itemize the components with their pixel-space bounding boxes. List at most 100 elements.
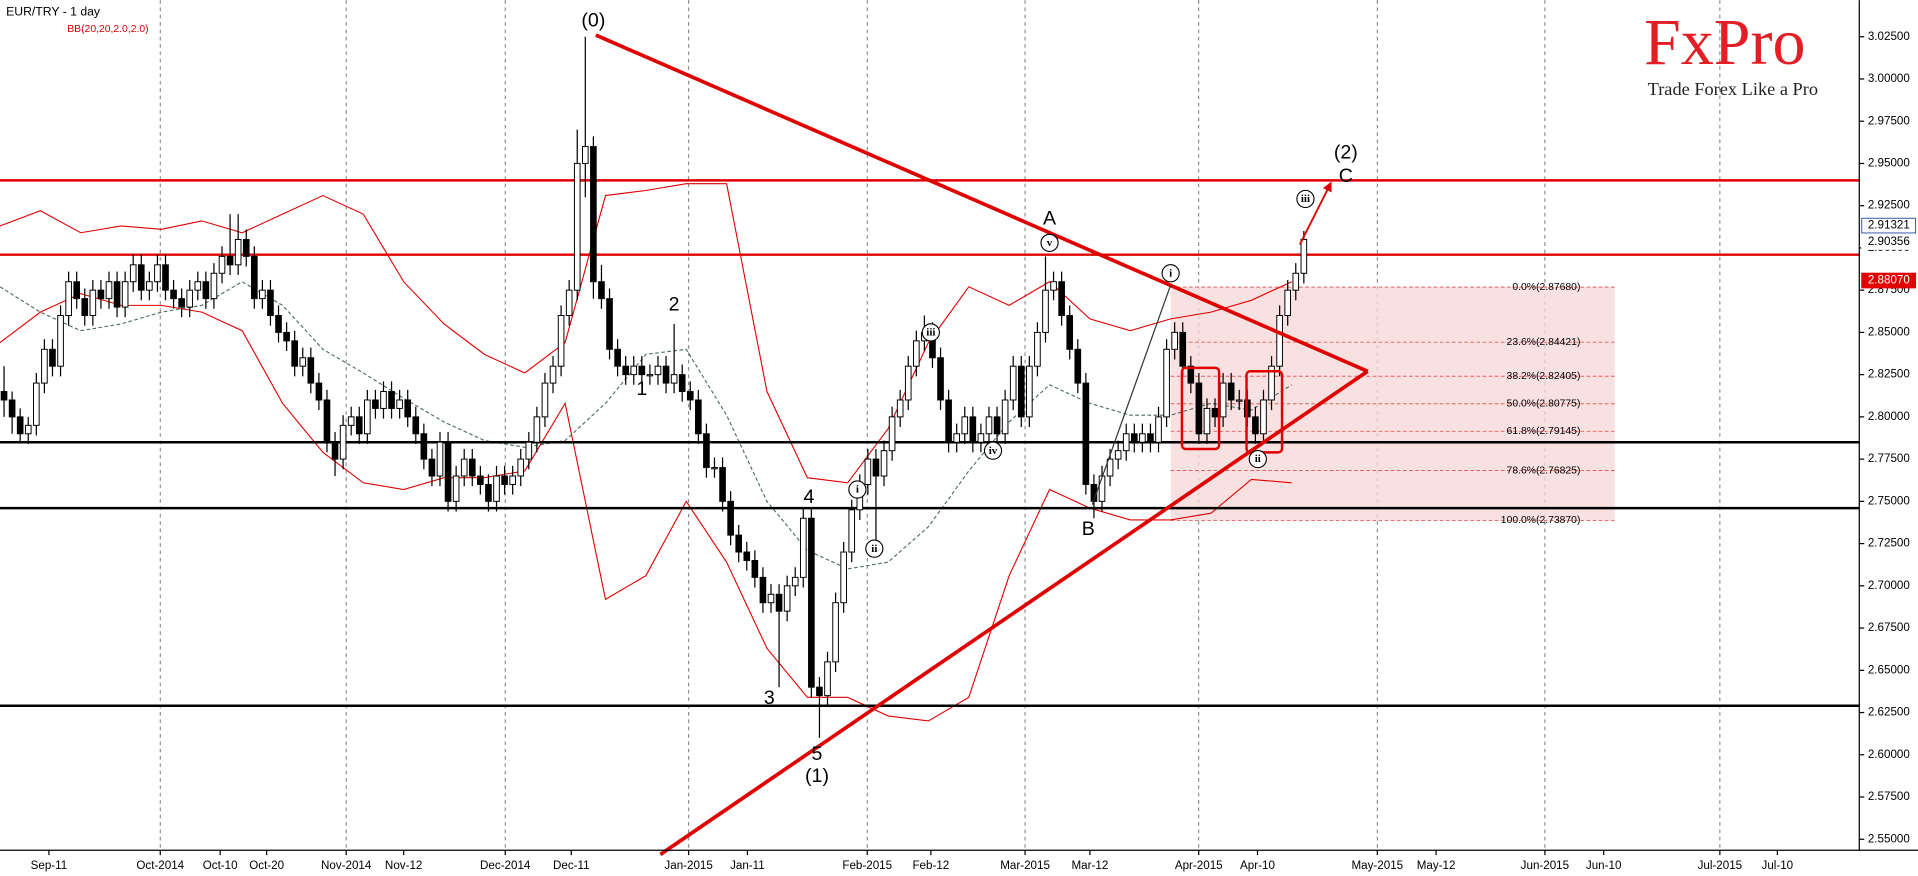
candle-body [1130, 433, 1138, 443]
x-tick-label: Jun-10 [1586, 859, 1622, 872]
candle-body [250, 255, 258, 300]
x-tick-label: Apr-2015 [1175, 859, 1223, 872]
candle-body [493, 475, 500, 502]
wave-circle [1296, 189, 1315, 209]
candle-body [307, 357, 315, 384]
y-tick-label: 2.77500 [1868, 452, 1910, 465]
fibonacci-label: 23.6%(2.84421) [1507, 337, 1581, 348]
candle-body [1009, 365, 1017, 401]
candle-body [283, 331, 290, 342]
x-tick-label: Sep-11 [31, 859, 68, 872]
candle-body [299, 357, 307, 367]
candle-body [880, 450, 888, 477]
x-tick-label: Oct-2014 [136, 859, 184, 872]
candle-body [452, 475, 460, 502]
y-tick-label: 2.57500 [1868, 790, 1910, 803]
fibonacci-label: 0.0%(2.87680) [1512, 282, 1580, 293]
candle-body [1179, 331, 1187, 367]
y-tick-label: 2.70000 [1868, 579, 1910, 592]
candle-body [1284, 289, 1292, 316]
candle-body [1017, 365, 1025, 418]
wave-circled-label: ii [871, 543, 877, 555]
candle-body [218, 255, 226, 274]
price-label: 2.91321 [1868, 219, 1910, 232]
candle-body [767, 593, 775, 604]
candle-body [16, 416, 24, 435]
candle-body [654, 365, 662, 376]
logo: FxPro [1644, 6, 1806, 79]
x-tick-label: Dec-2014 [480, 859, 531, 872]
candle-body [412, 416, 420, 435]
candle-body [1114, 450, 1122, 460]
indicator-label: BB(20,20,2.0,2.0) [67, 24, 148, 35]
candle-body [0, 391, 8, 401]
candle-body [1171, 331, 1178, 350]
wave-circle [865, 539, 884, 558]
wave-circle [848, 480, 867, 499]
candle-body [598, 281, 605, 300]
candle-body [848, 509, 856, 553]
wave-label: 5 [812, 743, 823, 765]
candle-body [194, 281, 202, 291]
candle-body [460, 458, 468, 477]
bollinger-lower [0, 292, 1292, 722]
candle-body [646, 374, 654, 377]
candle-body [1203, 407, 1211, 435]
candle-body [1026, 365, 1033, 418]
x-tick-label: Feb-2015 [842, 859, 892, 872]
x-tick-label: Oct-10 [203, 859, 238, 872]
candle-body [662, 365, 670, 384]
candle-body [622, 365, 629, 376]
candle-body [1155, 416, 1162, 443]
candle-body [1082, 382, 1090, 485]
candle-body [549, 365, 557, 384]
wave-circle [1161, 264, 1180, 283]
candle-body [420, 433, 428, 460]
price-label: 2.90356 [1868, 235, 1910, 248]
candle-body [783, 585, 791, 612]
wave-circled-label: iii [926, 327, 935, 339]
wave-label: 4 [804, 486, 815, 508]
wave-label: C [1339, 165, 1353, 187]
candle-body [1195, 382, 1203, 435]
candle-body [1219, 382, 1227, 418]
candle-body [24, 424, 32, 435]
candle-body [428, 458, 436, 477]
candle-body [808, 517, 815, 688]
fibonacci-label: 61.8%(2.79145) [1507, 426, 1581, 437]
bollinger-upper [0, 183, 1292, 484]
candle-body [162, 264, 169, 291]
candle-body [1034, 331, 1041, 367]
candle-body [81, 298, 89, 316]
candle-body [380, 391, 387, 409]
x-tick-label: Apr-10 [1240, 859, 1275, 872]
candle-body [372, 399, 379, 409]
candle-body [630, 365, 638, 376]
candle-body [896, 399, 904, 418]
wave-label: B [1082, 518, 1095, 540]
candle-body [468, 458, 476, 477]
wave-circled-label: v [1047, 237, 1053, 249]
candle-body [501, 475, 508, 485]
wave-label: 3 [764, 687, 775, 709]
candle-body [1163, 348, 1170, 418]
candle-body [791, 576, 799, 587]
candle-body [573, 162, 581, 291]
candle-body [977, 433, 985, 443]
wave-circled-label: ii [1255, 453, 1261, 465]
y-tick-label: 2.82500 [1868, 368, 1910, 381]
highlight-box [1245, 370, 1284, 454]
chart-title: EUR/TRY - 1 day [6, 5, 101, 19]
y-tick-label: 2.67500 [1868, 621, 1910, 634]
candle-body [1300, 238, 1308, 274]
plot: 0.0%(2.87680) 23.6%(2.84421) 38.2%(2.82405… [0, 0, 1860, 856]
candle-body [1252, 416, 1259, 435]
trendline [1091, 284, 1172, 505]
candle-body [1074, 348, 1082, 384]
trendline [1298, 181, 1332, 245]
y-tick-label: 2.65000 [1868, 663, 1910, 676]
y-tick-label: 2.72500 [1868, 537, 1910, 550]
candle-body [816, 686, 823, 697]
